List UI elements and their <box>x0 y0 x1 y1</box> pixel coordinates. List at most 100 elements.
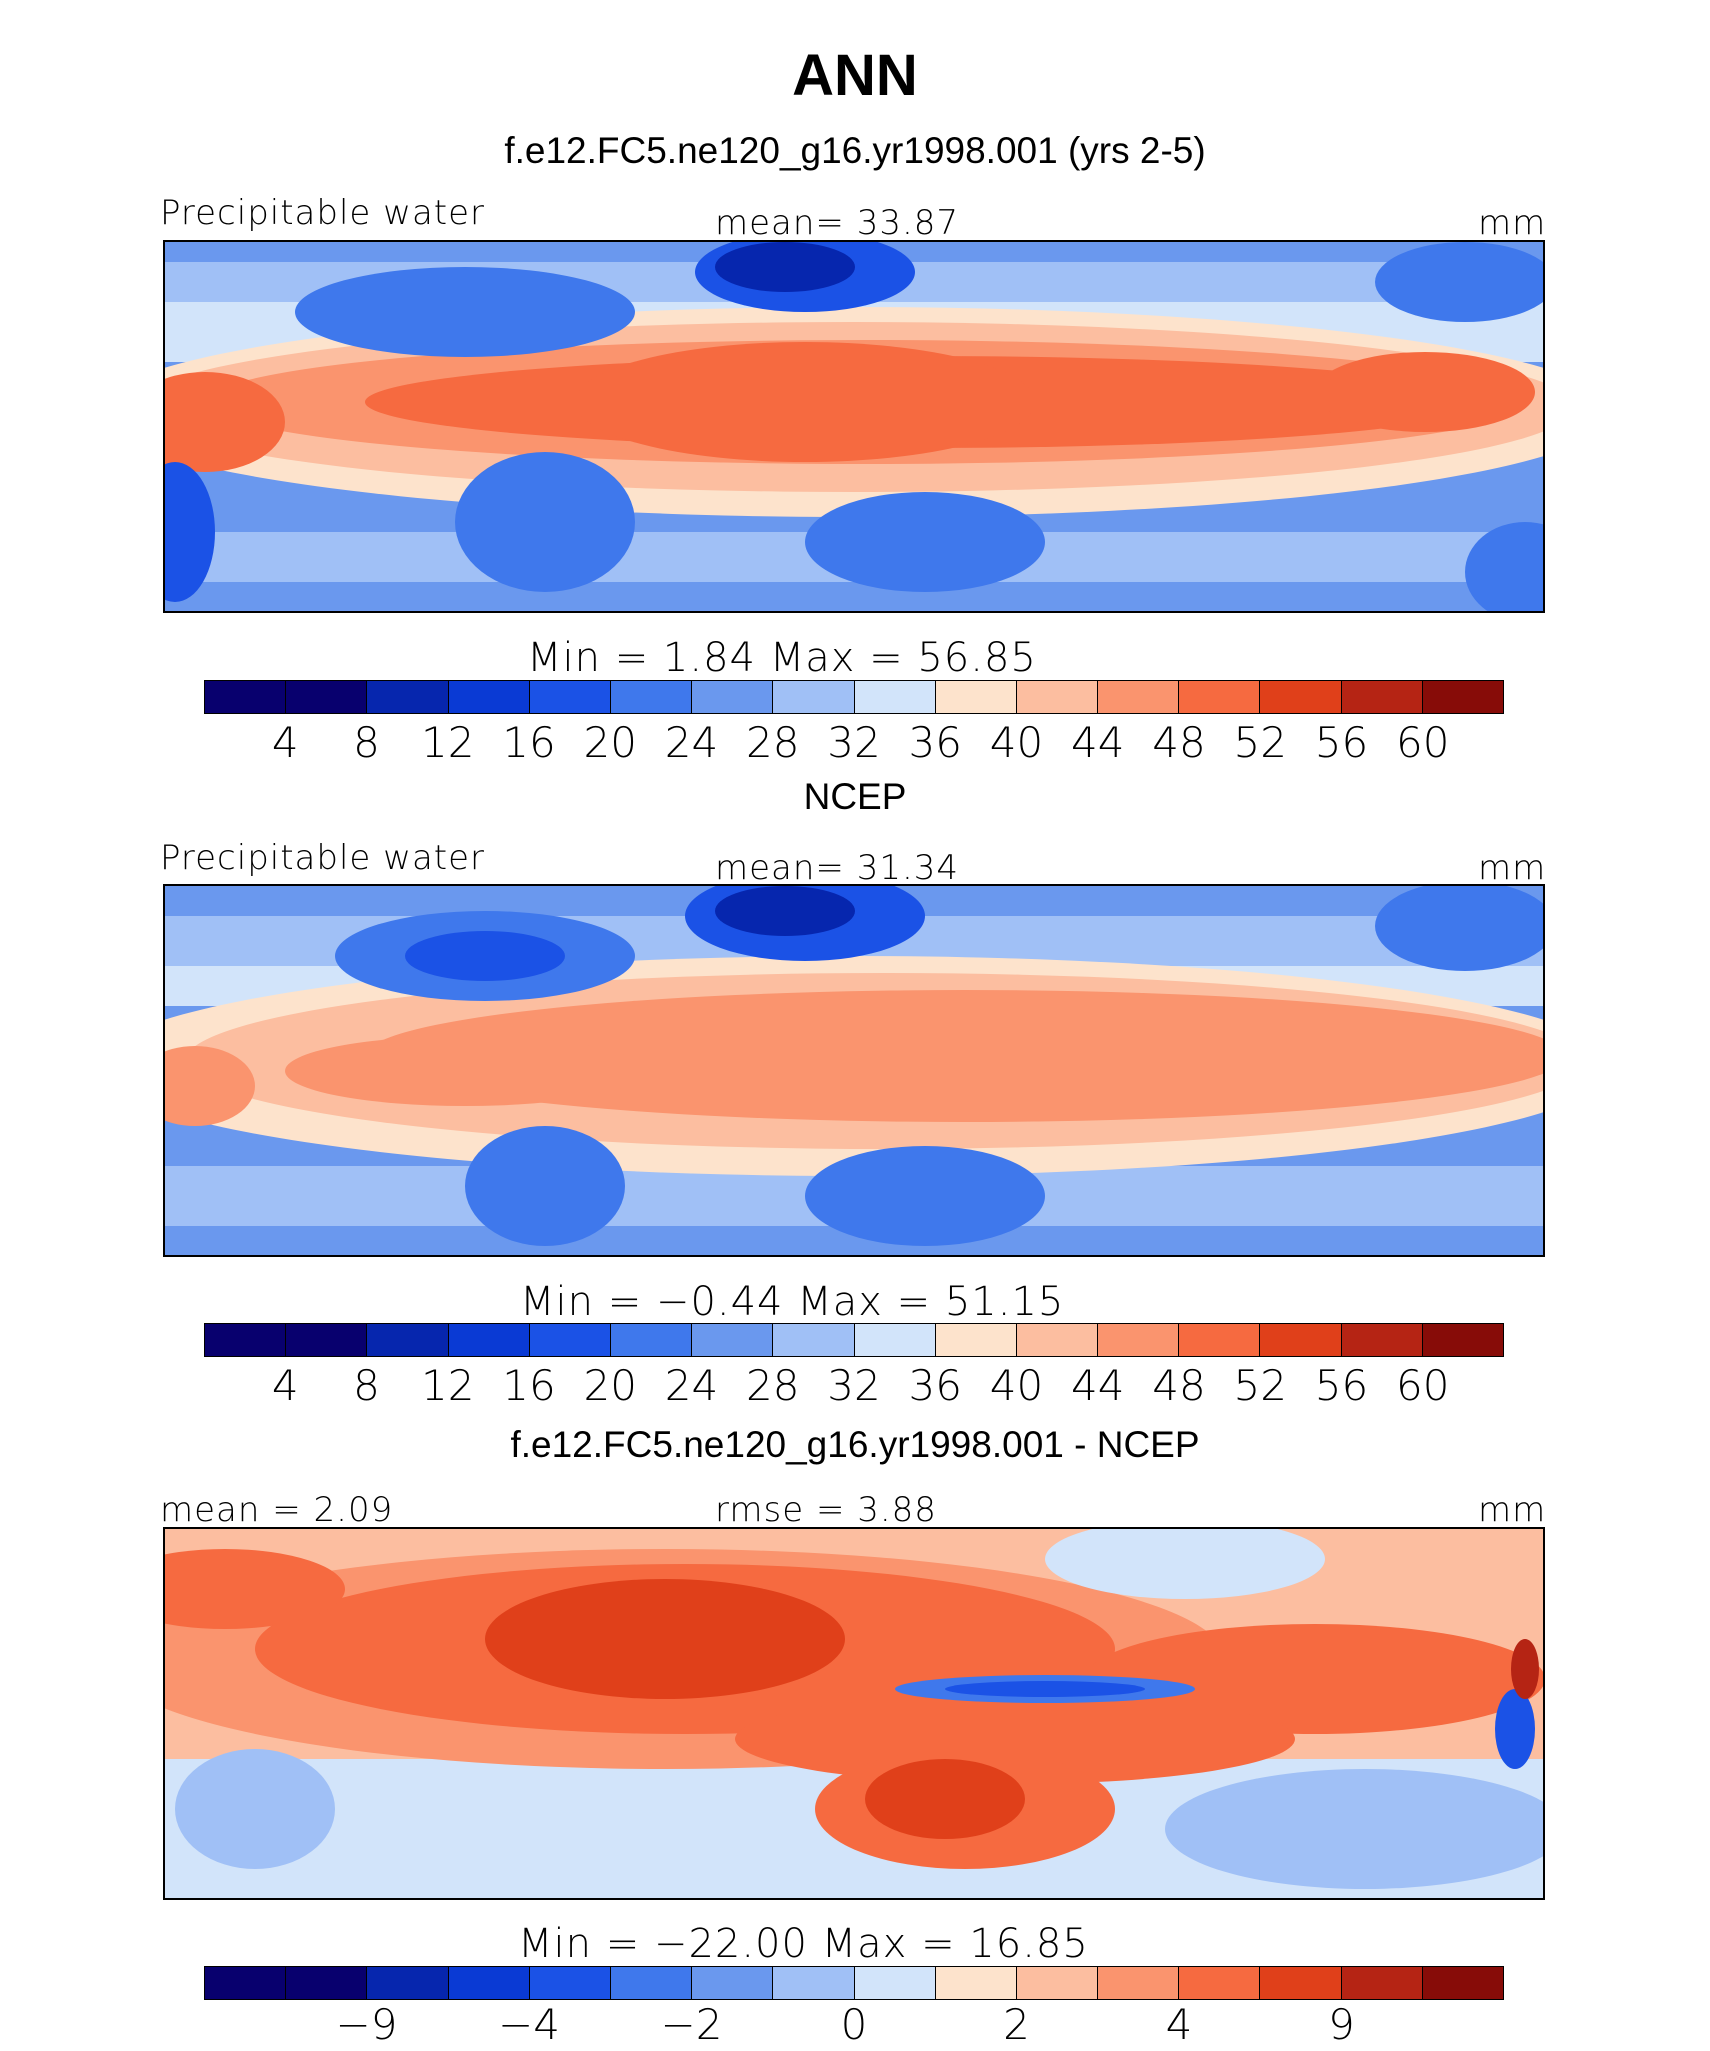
colorbar-tick-label: 4 <box>271 1361 299 1410</box>
colorbar-tick-label: 48 <box>1152 718 1206 767</box>
colorbar-tick-label: 28 <box>746 718 800 767</box>
colorbar-tick-label: 40 <box>989 718 1044 767</box>
panel-1-units-label: mm <box>1478 203 1547 243</box>
colorbar-tick-label: 24 <box>664 718 719 767</box>
swatch <box>610 681 693 713</box>
panel-1-colorbar <box>204 680 1504 714</box>
swatch <box>773 1967 855 1999</box>
swatch <box>367 1324 449 1356</box>
colorbar-tick-label: 32 <box>827 718 881 767</box>
panel-1-map-field <box>165 242 1543 611</box>
panel-1-minmax: Min = 1.84 Max = 56.85 <box>527 635 1037 681</box>
colorbar-tick-label: 16 <box>502 718 556 767</box>
colorbar-tick-label: 0 <box>840 2000 868 2049</box>
colorbar-tick-label: 56 <box>1314 718 1369 767</box>
colorbar-tick-label: 44 <box>1071 718 1125 767</box>
swatch <box>610 1324 693 1356</box>
colorbar-tick-label: 32 <box>827 1361 881 1410</box>
panel-2-map-field <box>165 886 1543 1255</box>
swatch <box>1341 681 1423 713</box>
swatch <box>448 1324 530 1356</box>
panel-3-colorbar <box>204 1966 1504 2000</box>
colorbar-tick-label: 40 <box>989 1361 1044 1410</box>
swatch <box>1098 1324 1180 1356</box>
colorbar-tick-label: 4 <box>1165 2000 1193 2049</box>
colorbar-tick-label: 48 <box>1152 1361 1206 1410</box>
colorbar-tick-label: 8 <box>353 1361 380 1410</box>
swatch <box>367 1967 449 1999</box>
swatch <box>935 681 1017 713</box>
colorbar-tick-label: 52 <box>1233 1361 1287 1410</box>
colorbar-tick-label: 8 <box>353 718 380 767</box>
swatch <box>286 681 368 713</box>
swatch <box>367 681 449 713</box>
swatch <box>773 681 855 713</box>
swatch <box>610 1967 693 1999</box>
colorbar-tick-label: 16 <box>502 1361 556 1410</box>
panel-2-variable-label: Precipitable water <box>160 838 486 878</box>
swatch <box>1341 1967 1423 1999</box>
swatch <box>205 1967 287 1999</box>
swatch <box>1422 681 1503 713</box>
swatch <box>1260 681 1342 713</box>
colorbar-tick-label: −2 <box>660 2000 723 2049</box>
swatch <box>448 1967 530 1999</box>
panel-1-mean-label: mean= 33.87 <box>715 203 960 243</box>
swatch <box>1179 681 1261 713</box>
panel-1-variable-label: Precipitable water <box>160 193 486 233</box>
colorbar-tick-label: 24 <box>664 1361 719 1410</box>
swatch <box>935 1967 1017 1999</box>
panel-3-rmse-label: rmse = 3.88 <box>715 1490 937 1530</box>
swatch <box>1341 1324 1423 1356</box>
panel-2-ticks: 4 8 12 16 20 24 28 32 36 40 44 48 52 56 60 <box>0 1361 1710 1411</box>
panel-2-title: NCEP <box>803 776 907 817</box>
swatch <box>1422 1324 1503 1356</box>
swatch <box>773 1324 855 1356</box>
colorbar-tick-label: −4 <box>498 2000 560 2049</box>
panel-3-map-field <box>165 1529 1543 1898</box>
colorbar-tick-label: −9 <box>335 2000 398 2049</box>
colorbar-tick-label: 60 <box>1396 718 1450 767</box>
swatch <box>1016 1324 1099 1356</box>
panel-2-colorbar <box>204 1323 1504 1357</box>
swatch <box>692 681 774 713</box>
swatch <box>1098 681 1180 713</box>
swatch <box>854 1324 936 1356</box>
panel-3-map <box>163 1527 1545 1900</box>
swatch <box>854 681 936 713</box>
swatch <box>529 681 611 713</box>
swatch <box>854 1967 936 1999</box>
swatch <box>1422 1967 1503 1999</box>
swatch <box>1098 1967 1180 1999</box>
colorbar-tick-label: 9 <box>1328 2000 1355 2049</box>
panel-3-title: f.e12.FC5.ne120_g16.yr1998.001 - NCEP <box>510 1424 1200 1465</box>
swatch <box>1260 1967 1342 1999</box>
swatch <box>1016 1967 1099 1999</box>
main-title: ANN <box>792 43 918 108</box>
panel-3-units-label: mm <box>1478 1490 1547 1530</box>
panel-2-mean-label: mean= 31.34 <box>715 848 960 888</box>
swatch <box>205 681 287 713</box>
colorbar-tick-label: 36 <box>908 1361 962 1410</box>
panel-2-minmax: Min = −0.44 Max = 51.15 <box>520 1279 1065 1325</box>
swatch <box>1179 1967 1261 1999</box>
colorbar-tick-label: 56 <box>1314 1361 1369 1410</box>
panel-2-map <box>163 884 1545 1257</box>
swatch <box>692 1967 774 1999</box>
swatch <box>529 1324 611 1356</box>
colorbar-tick-label: 20 <box>583 1361 637 1410</box>
colorbar-tick-label: 36 <box>908 718 962 767</box>
swatch <box>935 1324 1017 1356</box>
swatch <box>1179 1324 1261 1356</box>
swatch <box>448 681 530 713</box>
panel-3-ticks: −9 −4 −2 0 2 4 9 <box>0 2000 1710 2050</box>
colorbar-tick-label: 52 <box>1233 718 1287 767</box>
colorbar-tick-label: 28 <box>746 1361 800 1410</box>
colorbar-tick-label: 12 <box>421 1361 475 1410</box>
swatch <box>1260 1324 1342 1356</box>
colorbar-tick-label: 60 <box>1396 1361 1450 1410</box>
swatch <box>529 1967 611 1999</box>
panel-2-units-label: mm <box>1478 848 1547 888</box>
swatch <box>692 1324 774 1356</box>
panel-1-ticks: 4 8 12 16 20 24 28 32 36 40 44 48 52 56 60 <box>0 718 1710 768</box>
